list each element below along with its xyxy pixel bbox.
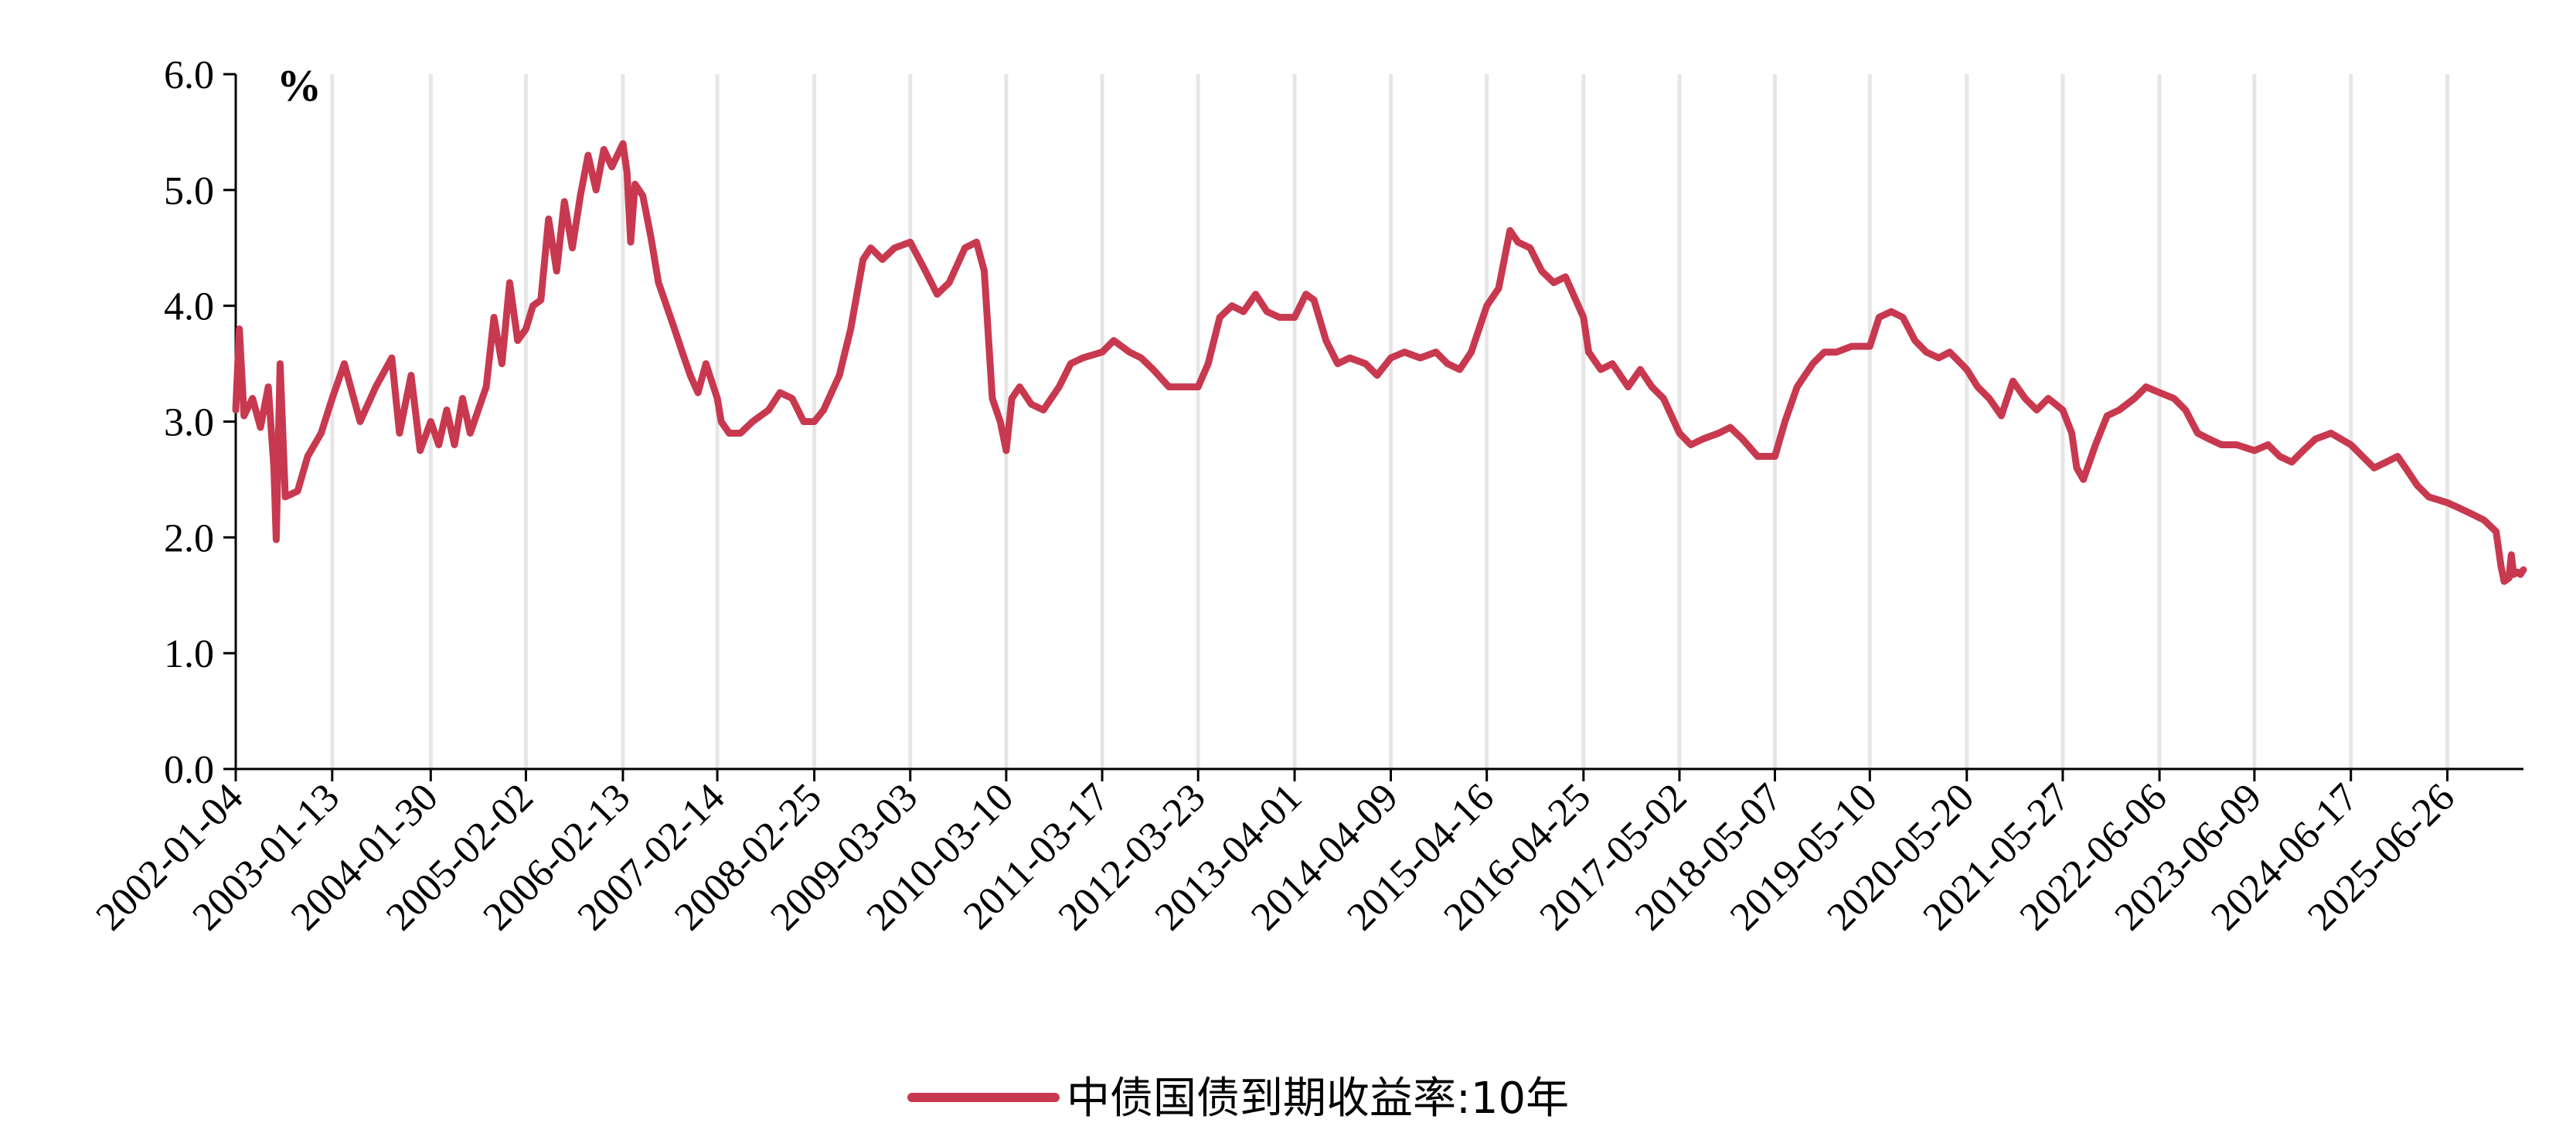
gridlines [330,74,2450,769]
legend-label: 中债国债到期收益率:10年 [1067,1073,1569,1124]
y-tick-label: 1.0 [164,632,214,676]
y-tick-label: 5.0 [164,169,214,213]
series [232,140,2527,585]
y-tick-label: 2.0 [164,516,214,560]
y-unit-label: % [277,60,322,111]
y-tick-label: 0.0 [164,748,214,792]
y-tick-label: 3.0 [164,401,214,445]
legend: 中债国债到期收益率:10年 [907,1073,1569,1124]
y-tick-label: 4.0 [164,285,214,329]
y-tick-label: 6.0 [164,53,214,97]
series-line [232,140,2527,585]
